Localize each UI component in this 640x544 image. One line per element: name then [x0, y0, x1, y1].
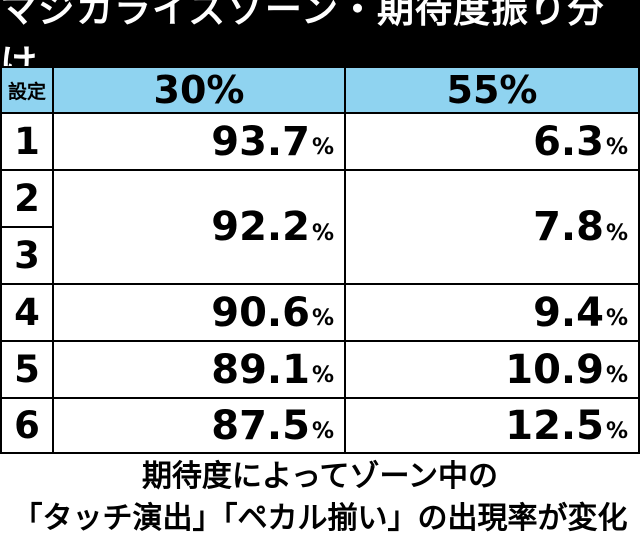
- footer-line-1: 期待度によってゾーン中の: [141, 459, 499, 494]
- distribution-table: 設定 30% 55% 1 2 3 4 5 6 93.7% 6.3% 92.2% …: [0, 66, 640, 454]
- footer-note: 期待度によってゾーン中の 「タッチ演出」「ペカル揃い」の出現率が変化: [0, 456, 640, 544]
- value-55-row-5: 10.9%: [346, 342, 638, 397]
- value-number: 89.1: [211, 346, 310, 393]
- value-55-row-4: 9.4%: [346, 285, 638, 340]
- percent-sign: %: [605, 135, 628, 160]
- percent-sign: %: [311, 419, 334, 444]
- value-number: 12.5: [505, 402, 604, 449]
- page-title: マジカライズゾーン・期待度振り分け: [0, 0, 640, 85]
- footer-line-2: 「タッチ演出」「ペカル揃い」の出現率が変化: [12, 501, 628, 536]
- value-30-row-5: 89.1%: [54, 342, 344, 397]
- value-30-row-1: 93.7%: [54, 114, 344, 169]
- percent-sign: %: [605, 220, 628, 246]
- value-30-row-4: 90.6%: [54, 285, 344, 340]
- value-number: 9.4: [533, 289, 604, 336]
- percent-sign: %: [311, 135, 334, 160]
- value-30-row-6: 87.5%: [54, 399, 344, 452]
- header-55-percent: 55%: [346, 68, 638, 112]
- value-number: 87.5: [211, 402, 310, 449]
- header-setting: 設定: [2, 68, 52, 112]
- setting-1: 1: [2, 114, 52, 169]
- value-30-row-2-3: 92.2%: [54, 171, 344, 283]
- value-number: 6.3: [533, 118, 604, 165]
- value-number: 7.8: [533, 204, 604, 250]
- percent-sign: %: [605, 419, 628, 444]
- value-number: 92.2: [211, 204, 310, 250]
- value-55-row-1: 6.3%: [346, 114, 638, 169]
- setting-6: 6: [2, 399, 52, 452]
- setting-4: 4: [2, 285, 52, 340]
- percent-sign: %: [311, 220, 334, 246]
- setting-3: 3: [2, 228, 52, 283]
- value-55-row-6: 12.5%: [346, 399, 638, 452]
- percent-sign: %: [311, 363, 334, 388]
- value-number: 90.6: [211, 289, 310, 336]
- value-number: 10.9: [505, 346, 604, 393]
- value-55-row-2-3: 7.8%: [346, 171, 638, 283]
- percent-sign: %: [605, 306, 628, 331]
- header-30-percent: 30%: [54, 68, 344, 112]
- percent-sign: %: [311, 306, 334, 331]
- percent-sign: %: [605, 363, 628, 388]
- setting-2: 2: [2, 171, 52, 226]
- value-number: 93.7: [211, 118, 310, 165]
- setting-5: 5: [2, 342, 52, 397]
